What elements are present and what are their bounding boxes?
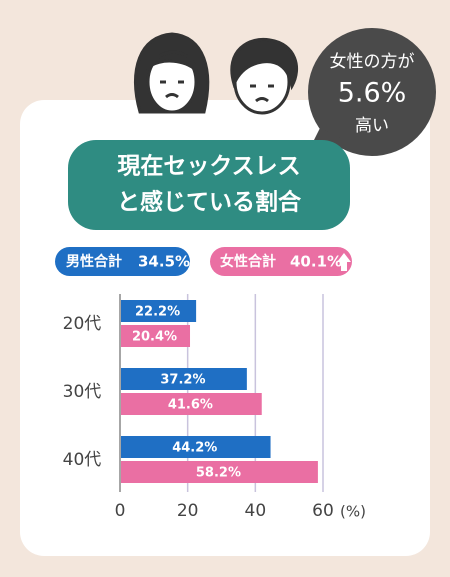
up-arrow — [337, 253, 351, 271]
bar — [121, 461, 318, 483]
callout-text: 高い — [355, 116, 389, 136]
y-tick-label: 30代 — [63, 382, 102, 402]
legend-pill — [210, 247, 352, 276]
x-tick-label: 20 — [177, 501, 199, 521]
bar — [121, 300, 197, 322]
chart-title: 現在セックスレス — [117, 153, 300, 180]
legend-label: 女性合計 — [220, 253, 276, 270]
bar-value-label: 20.4% — [132, 330, 177, 345]
bar — [121, 436, 271, 458]
legend-label: 男性合計 — [66, 253, 122, 270]
x-tick-label: 40 — [245, 501, 267, 521]
y-tick-label: 40代 — [63, 450, 102, 470]
man-icon — [230, 37, 299, 115]
x-tick-label: 60 — [312, 501, 334, 521]
bar-value-label: 44.2% — [172, 441, 217, 456]
bar — [121, 325, 191, 347]
chart-title: と感じている割合 — [117, 189, 302, 216]
x-tick-label: 0 — [115, 501, 126, 521]
plot: 0 20 40 60 (%) 20代 22.2% 20.4% 30代 37.2% 41.6% 40代 4… — [63, 294, 366, 521]
woman-icon — [133, 32, 210, 114]
callout-text: 女性の方が — [330, 52, 415, 72]
y-tick-label: 20代 — [63, 314, 102, 334]
bar-value-label: 41.6% — [168, 398, 213, 413]
x-unit: (%) — [340, 503, 366, 521]
callout-text: 5.6% — [338, 78, 407, 109]
legend-total: 34.5% — [138, 253, 190, 271]
title-box — [68, 140, 350, 230]
bar — [121, 393, 262, 415]
bar-value-label: 37.2% — [160, 373, 205, 388]
legend-total: 40.1% — [290, 253, 342, 271]
bar — [121, 368, 247, 390]
bar-value-label: 22.2% — [135, 305, 180, 320]
bar-value-label: 58.2% — [196, 466, 241, 481]
legend-pill — [55, 247, 190, 276]
